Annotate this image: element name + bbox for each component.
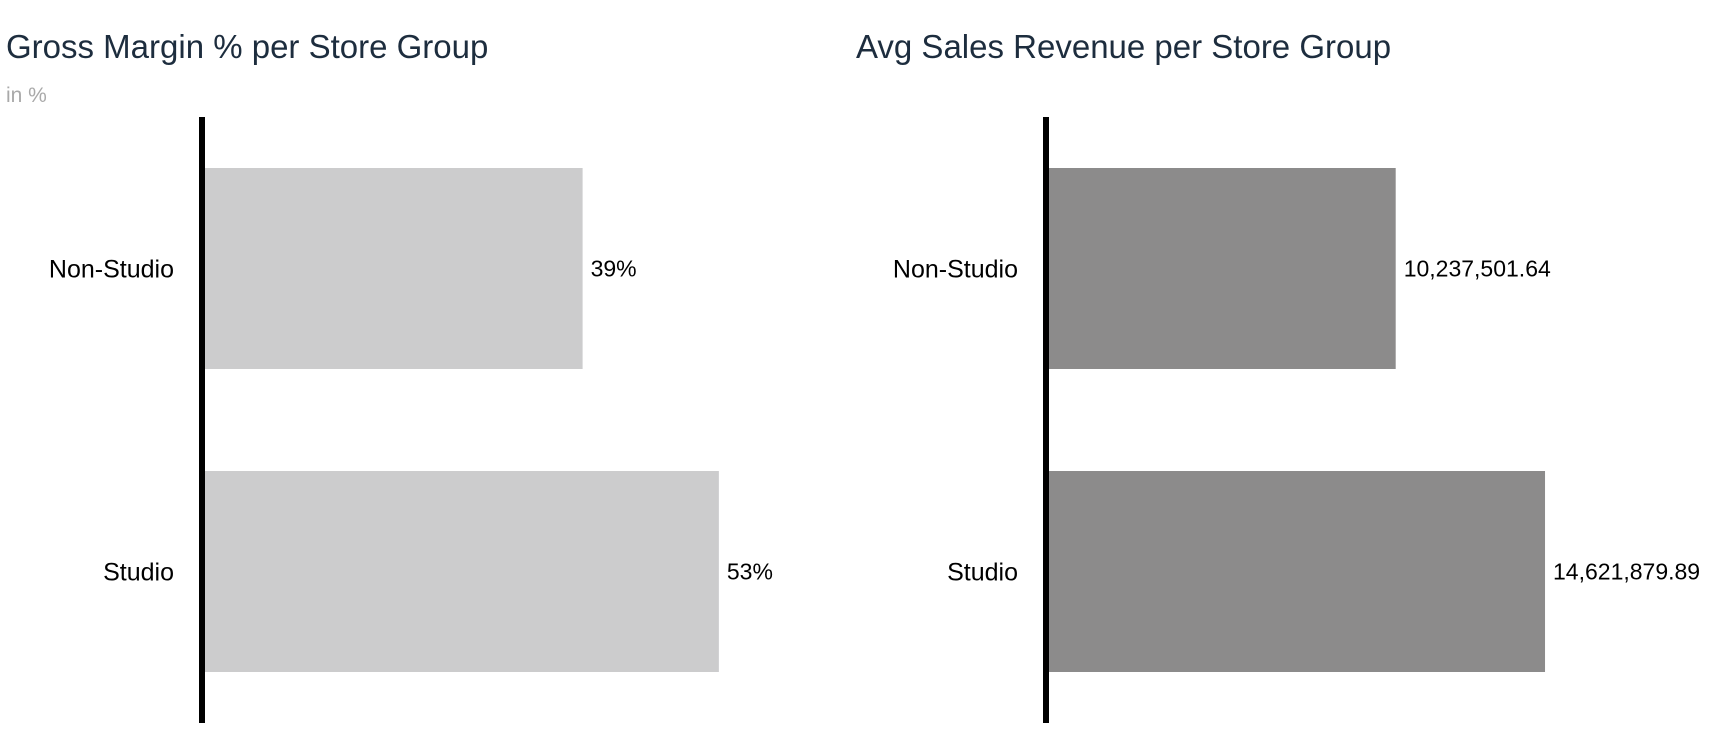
chart-title: Avg Sales Revenue per Store Group <box>856 28 1392 65</box>
gross-margin-chart: Gross Margin % per Store Group in % 39% N… <box>0 0 860 742</box>
chart-subtitle: in % <box>6 84 47 107</box>
data-label: 14,621,879.89 <box>1553 559 1700 585</box>
gross-margin-plot: 39% Non-Studio 53% Studio <box>49 117 773 723</box>
data-label: 10,237,501.64 <box>1404 256 1551 282</box>
data-label: 39% <box>591 256 637 282</box>
bar <box>203 168 583 369</box>
bar <box>1047 471 1546 672</box>
category-tick-label: Studio <box>947 559 1018 587</box>
data-label: 53% <box>727 559 773 585</box>
category-tick-label: Studio <box>103 559 174 587</box>
category-tick-label: Non-Studio <box>49 256 174 284</box>
avg-sales-revenue-plot: 10,237,501.64 Non-Studio 14,621,879.89 Stud… <box>893 117 1700 723</box>
bar <box>1047 168 1396 369</box>
category-tick-label: Non-Studio <box>893 256 1018 284</box>
avg-sales-revenue-chart: Avg Sales Revenue per Store Group 10,237… <box>850 0 1736 742</box>
bar <box>203 471 719 672</box>
chart-title: Gross Margin % per Store Group <box>6 28 489 65</box>
